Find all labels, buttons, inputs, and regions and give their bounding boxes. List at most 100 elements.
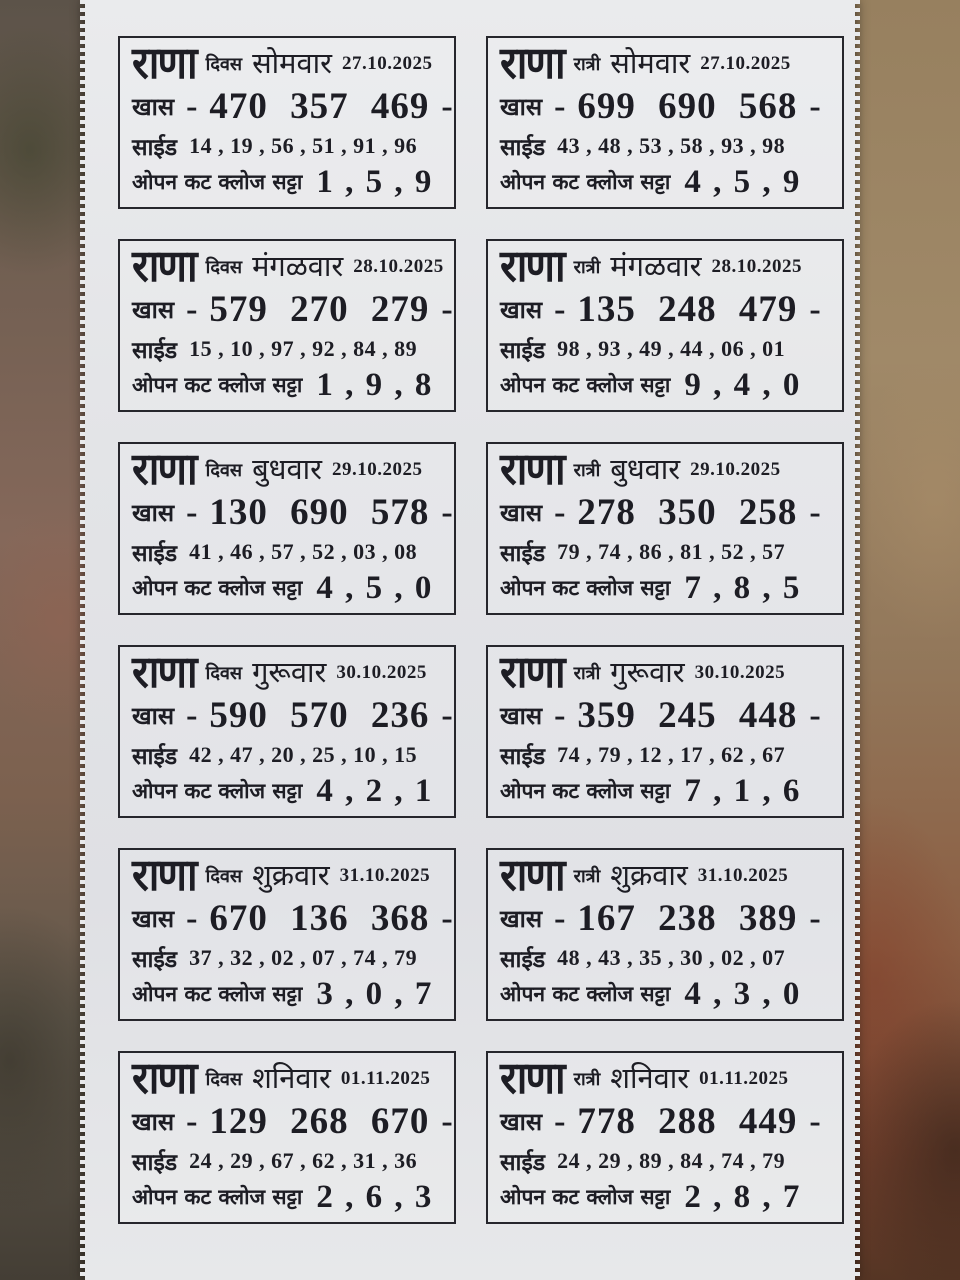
side-row: साईड 41 , 46 , 57 , 52 , 03 , 08 [132, 536, 444, 568]
result-card: राणा रात्री मंगळवार 28.10.2025 खास - 135… [486, 239, 844, 412]
khaas-row: खास - 579 270 279 - [132, 291, 453, 328]
khaas-label: खास [500, 1108, 543, 1137]
satta-row: ओपन कट क्लोज सट्टा 2 , 8 , 7 [500, 1180, 832, 1214]
session-label: रात्री [573, 1068, 601, 1090]
session-label: रात्री [573, 256, 601, 278]
satta-row: ओपन कट क्लोज सट्टा 7 , 1 , 6 [500, 774, 832, 808]
result-card: राणा रात्री गुरूवार 30.10.2025 खास - 359… [486, 645, 844, 818]
satta-row: ओपन कट क्लोज सट्टा 4 , 5 , 9 [500, 165, 832, 199]
side-numbers: 79 , 74 , 86 , 81 , 52 , 57 [557, 538, 786, 564]
open-cut-close-satta-label: ओपन कट क्लोज सट्टा [132, 982, 303, 1007]
side-numbers: 48 , 43 , 35 , 30 , 02 , 07 [557, 944, 786, 970]
khaas-row: खास - 135 248 479 - [500, 291, 832, 328]
khaas-numbers: 135 248 479 [577, 289, 798, 331]
date-value: 28.10.2025 [353, 255, 444, 277]
side-numbers: 24 , 29 , 89 , 84 , 74 , 79 [557, 1147, 786, 1173]
khaas-numbers: 167 238 389 [577, 898, 798, 940]
dash-left: - [186, 87, 198, 125]
khaas-row: खास - 359 245 448 - [500, 697, 832, 734]
open-cut-close-satta-label: ओपन कट क्लोज सट्टा [500, 576, 671, 601]
khaas-label: खास [132, 93, 175, 122]
session-label: दिवस [205, 865, 243, 887]
session-label: रात्री [573, 662, 601, 684]
khaas-numbers: 699 690 568 [577, 86, 798, 128]
weekday-label: बुधवार [252, 452, 322, 486]
brand-logo-text: राणा [500, 240, 566, 292]
side-label: साईड [500, 946, 546, 973]
satta-row: ओपन कट क्लोज सट्टा 2 , 6 , 3 [132, 1180, 444, 1214]
brand-logo-text: राणा [132, 37, 198, 89]
result-card: राणा रात्री शुक्रवार 31.10.2025 खास - 16… [486, 848, 844, 1021]
dash-right: - [809, 899, 821, 937]
dash-right: - [441, 1102, 453, 1140]
date-value: 01.11.2025 [340, 1067, 431, 1089]
result-card: राणा दिवस मंगळवार 28.10.2025 खास - 579 2… [118, 239, 456, 412]
khaas-row: खास - 670 136 368 - [132, 900, 453, 937]
khaas-row: खास - 129 268 670 - [132, 1103, 453, 1140]
open-cut-close-satta-label: ओपन कट क्लोज सट्टा [132, 373, 303, 398]
side-row: साईड 24 , 29 , 89 , 84 , 74 , 79 [500, 1145, 832, 1177]
satta-row: ओपन कट क्लोज सट्टा 4 , 3 , 0 [500, 977, 832, 1011]
session-label: दिवस [205, 53, 243, 75]
results-paper: राणा दिवस सोमवार 27.10.2025 खास - 470 35… [80, 0, 860, 1280]
dash-left: - [554, 87, 566, 125]
weekday-label: गुरूवार [252, 655, 327, 689]
dash-left: - [554, 1102, 566, 1140]
card-header: राणा दिवस शुक्रवार 31.10.2025 [132, 853, 444, 897]
date-value: 27.10.2025 [700, 52, 791, 74]
khaas-label: खास [500, 702, 543, 731]
open-cut-close-satta-label: ओपन कट क्लोज सट्टा [500, 982, 671, 1007]
khaas-numbers: 130 690 578 [209, 492, 430, 534]
card-header: राणा दिवस बुधवार 29.10.2025 [132, 443, 444, 495]
date-value: 01.11.2025 [699, 1067, 789, 1089]
khaas-numbers: 359 245 448 [577, 695, 798, 737]
weekday-label: गुरूवार [610, 655, 685, 689]
khaas-label: खास [500, 499, 543, 528]
dash-right: - [809, 493, 821, 531]
weekday-label: शनिवार [610, 1061, 690, 1095]
open-cut-close-satta-label: ओपन कट क्लोज सट्टा [132, 576, 303, 601]
side-label: साईड [500, 134, 546, 161]
satta-digits: 1 , 5 , 9 [316, 163, 434, 200]
satta-digits: 1 , 9 , 8 [316, 366, 434, 403]
khaas-label: खास [500, 296, 543, 325]
side-row: साईड 24 , 29 , 67 , 62 , 31 , 36 [132, 1145, 444, 1177]
side-numbers: 14 , 19 , 56 , 51 , 91 , 96 [189, 132, 418, 158]
dash-right: - [441, 87, 453, 125]
side-numbers: 42 , 47 , 20 , 25 , 10 , 15 [189, 741, 418, 767]
side-row: साईड 48 , 43 , 35 , 30 , 02 , 07 [500, 942, 832, 974]
side-row: साईड 15 , 10 , 97 , 92 , 84 , 89 [132, 333, 444, 365]
session-label: रात्री [573, 53, 601, 75]
side-label: साईड [132, 337, 178, 364]
dash-right: - [441, 899, 453, 937]
dash-right: - [441, 290, 453, 328]
side-numbers: 15 , 10 , 97 , 92 , 84 , 89 [189, 335, 418, 361]
weekday-label: मंगळवार [252, 249, 344, 283]
brand-logo-text: राणा [132, 443, 198, 495]
side-numbers: 74 , 79 , 12 , 17 , 62 , 67 [557, 741, 786, 767]
side-row: साईड 42 , 47 , 20 , 25 , 10 , 15 [132, 739, 444, 771]
open-cut-close-satta-label: ओपन कट क्लोज सट्टा [132, 779, 303, 804]
card-header: राणा दिवस मंगळवार 28.10.2025 [132, 240, 444, 292]
satta-row: ओपन कट क्लोज सट्टा 1 , 5 , 9 [132, 163, 444, 200]
result-card: राणा दिवस शनिवार 01.11.2025 खास - 129 26… [118, 1051, 456, 1224]
session-label: रात्री [573, 865, 601, 887]
date-value: 30.10.2025 [694, 661, 786, 683]
date-value: 31.10.2025 [697, 864, 789, 886]
dash-left: - [186, 493, 198, 531]
card-header: राणा दिवस सोमवार 27.10.2025 [132, 37, 444, 89]
side-row: साईड 43 , 48 , 53 , 58 , 93 , 98 [500, 130, 832, 162]
dash-right: - [809, 1102, 821, 1140]
side-label: साईड [132, 134, 178, 161]
brand-logo-text: राणा [132, 240, 198, 292]
khaas-numbers: 278 350 258 [577, 492, 798, 534]
khaas-numbers: 778 288 449 [577, 1101, 798, 1143]
khaas-row: खास - 167 238 389 - [500, 900, 832, 937]
weekday-label: बुधवार [610, 452, 681, 486]
dash-left: - [186, 696, 198, 734]
side-label: साईड [132, 743, 178, 770]
card-header: राणा रात्री सोमवार 27.10.2025 [500, 41, 832, 85]
dash-left: - [554, 696, 566, 734]
open-cut-close-satta-label: ओपन कट क्लोज सट्टा [132, 170, 303, 195]
session-label: दिवस [205, 256, 243, 278]
